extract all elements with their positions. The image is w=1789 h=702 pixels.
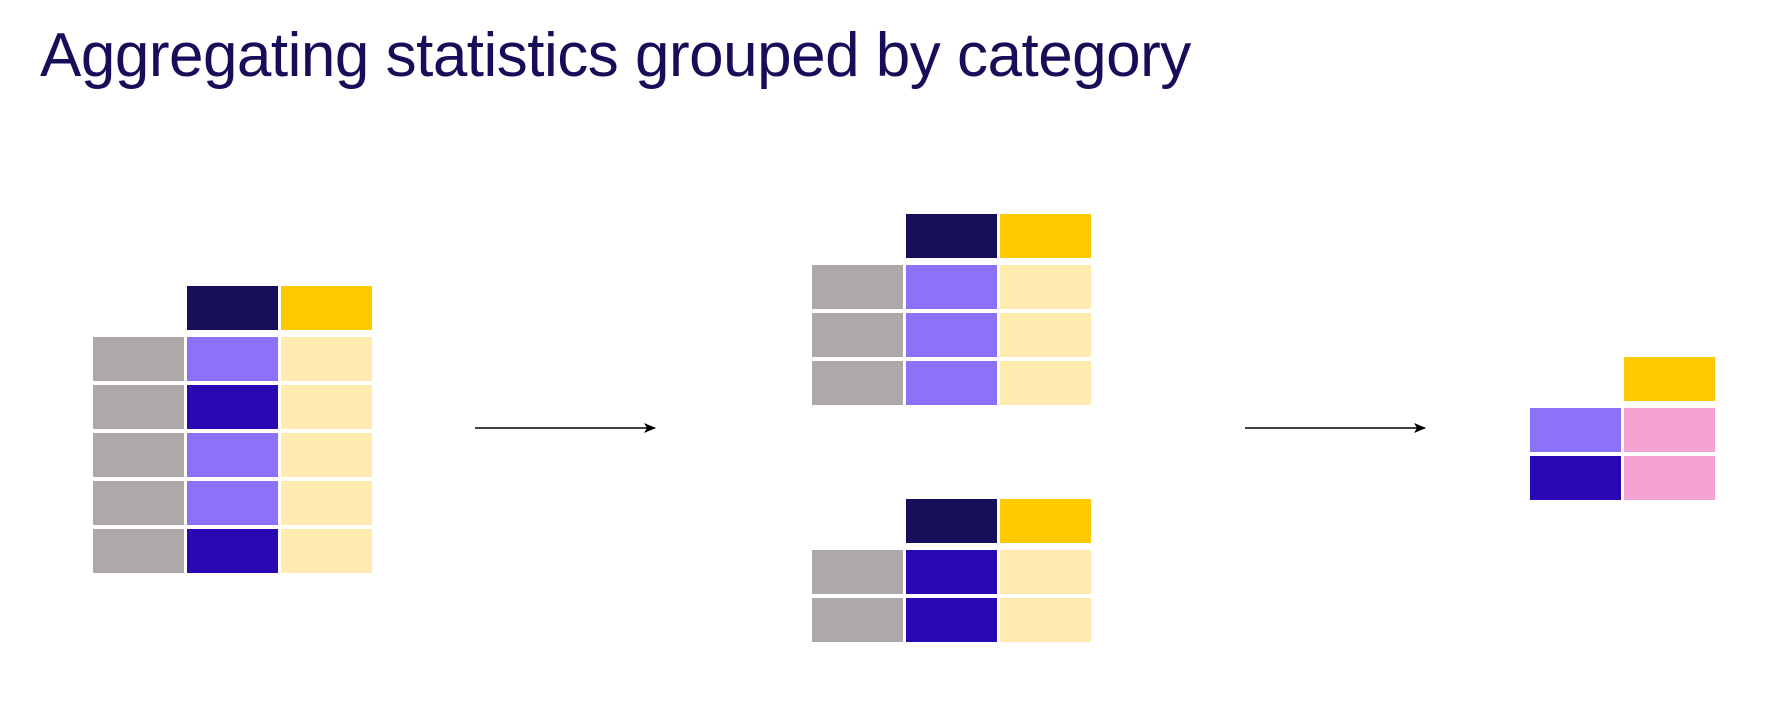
aggregate-value-cell [1624,456,1715,500]
value-cell [1000,550,1091,594]
index-cell [812,265,903,309]
group-label-cell [1530,456,1621,500]
group-cell [906,598,997,642]
value-cell [281,337,372,381]
index-cell [93,529,184,573]
value-cell [281,481,372,525]
aggregate-value-cell [1624,408,1715,452]
value-cell [281,529,372,573]
header-cell-yellow [1000,499,1091,543]
group-cell [187,385,278,429]
diagram-title: Aggregating statistics grouped by catego… [40,21,1191,90]
group-cell [906,361,997,405]
value-cell [1000,361,1091,405]
index-cell [812,361,903,405]
header-cell-yellow [1624,357,1715,401]
index-cell [93,433,184,477]
group-a-table [812,214,1091,405]
index-cell [812,550,903,594]
header-cell-dark [187,286,278,330]
group-cell [906,265,997,309]
group-cell [187,337,278,381]
group-cell [906,313,997,357]
group-b-table [812,499,1091,642]
header-cell-dark [906,499,997,543]
header-cell-yellow [1000,214,1091,258]
index-cell [93,337,184,381]
input-table [93,286,372,573]
index-cell [812,313,903,357]
value-cell [281,433,372,477]
group-cell [187,529,278,573]
group-label-cell [1530,408,1621,452]
index-cell [93,481,184,525]
value-cell [1000,598,1091,642]
value-cell [1000,313,1091,357]
group-cell [187,481,278,525]
group-cell [906,550,997,594]
aggregated-table [1530,357,1715,500]
group-cell [187,433,278,477]
header-cell-dark [906,214,997,258]
value-cell [281,385,372,429]
header-cell-yellow [281,286,372,330]
value-cell [1000,265,1091,309]
index-cell [93,385,184,429]
index-cell [812,598,903,642]
